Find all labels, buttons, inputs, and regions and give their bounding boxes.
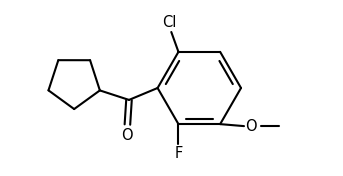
Text: Cl: Cl bbox=[162, 15, 177, 30]
Text: F: F bbox=[174, 146, 182, 161]
Text: O: O bbox=[122, 128, 133, 143]
Text: O: O bbox=[245, 119, 257, 134]
